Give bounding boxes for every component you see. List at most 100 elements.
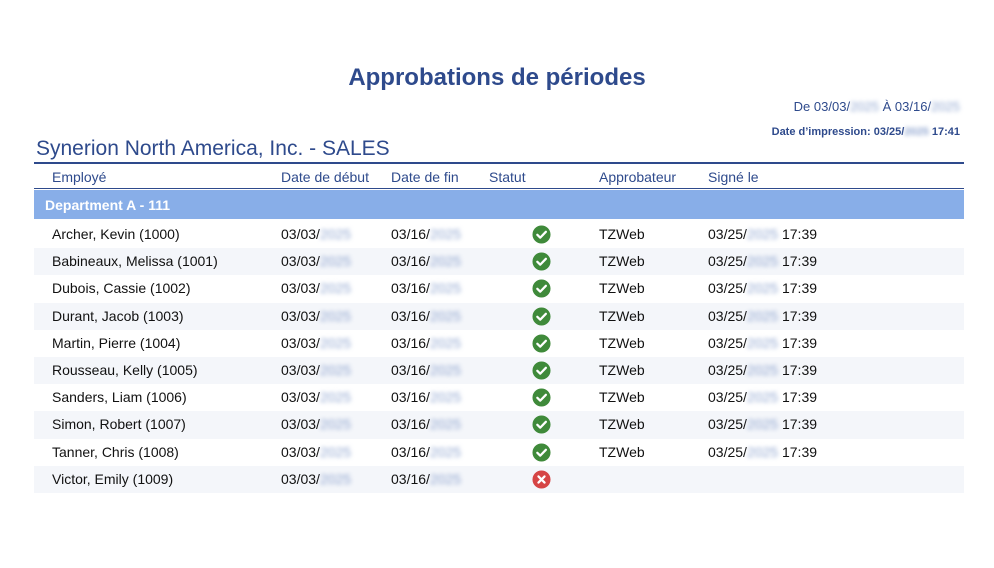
end-date: 03/16/2025 — [391, 470, 462, 487]
start-date: 03/03/2025 — [281, 361, 352, 378]
end-date: 03/16/2025 — [391, 361, 462, 378]
employee-name: Martin, Pierre (1004) — [52, 334, 181, 351]
table-row: Archer, Kevin (1000) 03/03/2025 03/16/20… — [34, 221, 964, 248]
signed-at: 03/25/2025 17:39 — [708, 361, 818, 378]
check-circle-icon — [532, 252, 551, 271]
column-header-approver: Approbateur — [599, 169, 677, 185]
start-date: 03/03/2025 — [281, 470, 352, 487]
date-range: De 03/03/2025 À 03/16/2025 — [794, 99, 960, 114]
approver: TZWeb — [599, 361, 645, 378]
employee-name: Archer, Kevin (1000) — [52, 226, 180, 242]
check-circle-icon — [532, 442, 551, 462]
employee-name: Tanner, Chris (1008) — [52, 443, 179, 460]
date-range-end-year: 2025 — [931, 99, 960, 114]
print-date: Date d’impression: 03/25/2025 17:41 — [772, 126, 960, 138]
signed-at: 03/25/2025 17:39 — [708, 307, 818, 324]
approver: TZWeb — [599, 334, 645, 351]
approver: TZWeb — [599, 389, 645, 406]
approver: TZWeb — [599, 416, 645, 433]
table-row: Dubois, Cassie (1002) 03/03/2025 03/16/2… — [34, 275, 964, 302]
start-date: 03/03/2025 — [281, 416, 352, 433]
start-date: 03/03/2025 — [281, 307, 352, 324]
signed-at: 03/25/2025 17:39 — [708, 253, 818, 270]
table-row: Victor, Emily (1009) 03/03/2025 03/16/20… — [34, 465, 964, 493]
table-row: Durant, Jacob (1003) 03/03/2025 03/16/20… — [34, 302, 964, 330]
status-cell — [532, 334, 551, 353]
approver: TZWeb — [599, 280, 645, 297]
end-date: 03/16/2025 — [391, 389, 462, 406]
status-cell — [532, 225, 551, 244]
employee-name: Rousseau, Kelly (1005) — [52, 361, 198, 378]
company-name: Synerion North America, Inc. - SALES — [36, 137, 390, 160]
date-range-prefix: De — [793, 99, 811, 114]
print-date-label: Date d’impression: — [771, 126, 871, 138]
print-date-time: 17:41 — [931, 126, 960, 138]
end-date: 03/16/2025 — [391, 226, 462, 242]
end-date: 03/16/2025 — [391, 334, 462, 351]
signed-at: 03/25/2025 17:39 — [708, 280, 818, 297]
start-date: 03/03/2025 — [281, 334, 352, 351]
employee-name: Victor, Emily (1009) — [52, 470, 174, 487]
date-range-start-year: 2025 — [850, 99, 879, 114]
print-date-year: 2025 — [904, 126, 929, 138]
print-date-value: 03/25/ — [873, 126, 905, 138]
check-circle-icon — [532, 415, 551, 434]
check-circle-icon — [532, 279, 551, 298]
date-range-separator: À — [882, 99, 892, 114]
signed-at: 03/25/2025 17:39 — [708, 334, 818, 351]
date-range-end: 03/16/ — [894, 99, 932, 114]
end-date: 03/16/2025 — [391, 280, 462, 297]
table-row: Rousseau, Kelly (1005) 03/03/2025 03/16/… — [34, 356, 964, 385]
employee-name: Durant, Jacob (1003) — [52, 307, 184, 324]
signed-at: 03/25/2025 17:39 — [708, 389, 818, 406]
company-divider — [34, 162, 964, 164]
date-range-start: 03/03/ — [813, 99, 851, 114]
signed-at: 03/25/2025 17:39 — [708, 443, 818, 460]
start-date: 03/03/2025 — [281, 226, 352, 242]
status-cell — [532, 442, 551, 462]
check-circle-icon — [532, 361, 551, 380]
status-cell — [532, 388, 551, 407]
table-row: Babineaux, Melissa (1001) 03/03/2025 03/… — [34, 248, 964, 276]
signed-at: 03/25/2025 17:39 — [708, 416, 818, 433]
start-date: 03/03/2025 — [281, 389, 352, 406]
column-header-signed: Signé le — [708, 169, 759, 185]
department-group-header: Department A - 111 — [34, 190, 964, 219]
approver: TZWeb — [599, 253, 645, 270]
column-header-status: Statut — [489, 169, 526, 185]
column-header-start-date: Date de début — [281, 169, 369, 185]
column-header-end-date: Date de fin — [391, 169, 459, 185]
start-date: 03/03/2025 — [281, 280, 352, 297]
end-date: 03/16/2025 — [391, 443, 462, 460]
column-header-employee: Employé — [52, 169, 107, 185]
status-cell — [532, 279, 551, 298]
end-date: 03/16/2025 — [391, 307, 462, 324]
x-circle-icon — [532, 470, 551, 489]
table-row: Tanner, Chris (1008) 03/03/2025 03/16/20… — [34, 439, 964, 466]
status-cell — [532, 470, 551, 489]
table-header: Employé Date de début Date de fin Statut… — [34, 166, 964, 188]
start-date: 03/03/2025 — [281, 253, 352, 270]
status-cell — [532, 252, 551, 271]
status-cell — [532, 415, 551, 434]
employee-name: Simon, Robert (1007) — [52, 416, 186, 433]
approver: TZWeb — [599, 226, 645, 242]
end-date: 03/16/2025 — [391, 253, 462, 270]
approver: TZWeb — [599, 307, 645, 324]
status-cell — [532, 361, 551, 380]
check-circle-icon — [532, 225, 551, 244]
signed-at: 03/25/2025 17:39 — [708, 226, 818, 242]
status-cell — [532, 307, 551, 326]
check-circle-icon — [532, 334, 551, 353]
table-row: Sanders, Liam (1006) 03/03/2025 03/16/20… — [34, 384, 964, 411]
department-label: Department A - 111 — [45, 197, 171, 213]
employee-name: Dubois, Cassie (1002) — [52, 280, 191, 297]
check-circle-icon — [532, 388, 551, 407]
check-circle-icon — [532, 307, 551, 326]
header-divider — [34, 188, 964, 189]
start-date: 03/03/2025 — [281, 443, 352, 460]
end-date: 03/16/2025 — [391, 416, 462, 433]
approver: TZWeb — [599, 443, 645, 460]
table-row: Martin, Pierre (1004) 03/03/2025 03/16/2… — [34, 330, 964, 357]
employee-name: Sanders, Liam (1006) — [52, 389, 187, 406]
